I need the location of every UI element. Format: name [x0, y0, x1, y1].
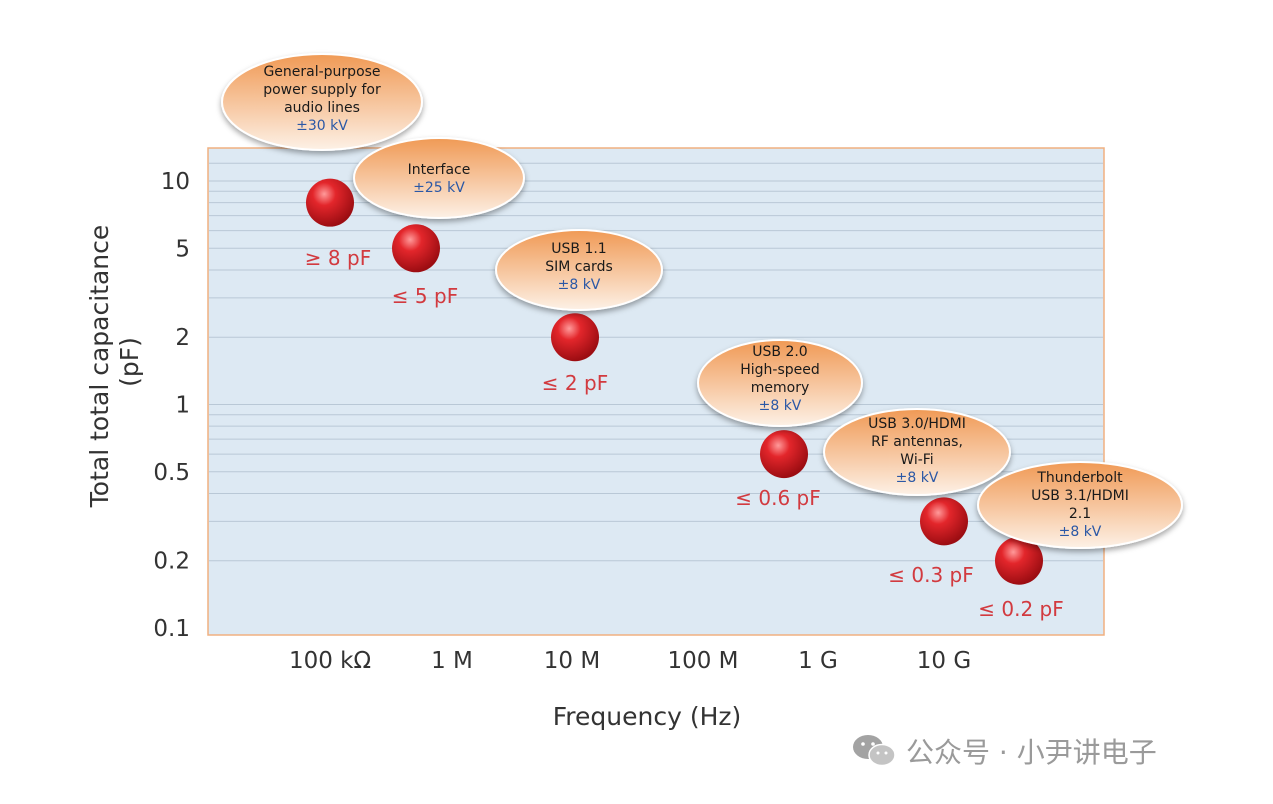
- data-point: [306, 178, 354, 227]
- bubble-category-text: High-speed: [740, 362, 820, 378]
- bubble-esd-rating: ±30 kV: [296, 118, 348, 134]
- annotation-bubble: Interface ±25 kV: [353, 137, 525, 219]
- y-tick-label: 10: [161, 169, 190, 195]
- data-point: [760, 430, 808, 479]
- annotation-bubble: USB 3.0/HDMI RF antennas, Wi-Fi ±8 kV: [823, 408, 1011, 496]
- data-label: ≤ 0.3 pF: [888, 563, 973, 587]
- bubble-category-text: RF antennas,: [871, 434, 963, 450]
- bubble-shape: [495, 229, 663, 311]
- data-label: ≥ 8 pF: [305, 246, 371, 270]
- data-label: ≤ 5 pF: [392, 284, 458, 308]
- data-point: [920, 497, 968, 546]
- data-label: ≤ 0.2 pF: [978, 597, 1063, 621]
- bubble-esd-rating: ±8 kV: [558, 277, 601, 293]
- annotation-bubble: USB 2.0 High-speed memory ±8 kV: [697, 339, 863, 427]
- bubble-esd-rating: ±25 kV: [413, 180, 465, 196]
- x-axis-ticks: 100 kΩ 1 M 10 M 100 M 1 G 10 G: [289, 648, 971, 674]
- data-point: [392, 224, 440, 273]
- bubble-shape: [823, 408, 1011, 496]
- annotation-bubble: Thunderbolt USB 3.1/HDMI 2.1 ±8 kV: [977, 461, 1183, 549]
- data-points: ≥ 8 pF General-purpose power supply for aud…: [221, 53, 1183, 621]
- watermark: 公众号 · 小尹讲电子: [852, 728, 1157, 774]
- data-point-group: ≤ 0.6 pF USB 2.0 High-speed memory ±8 kV: [697, 339, 863, 510]
- y-axis-ticks: 10 5 2 1 0.5 0.2 0.1: [153, 169, 190, 642]
- data-point: [551, 313, 599, 362]
- data-point-group: ≤ 0.2 pF Thunderbolt USB 3.1/HDMI 2.1 ±8 kV: [977, 461, 1183, 621]
- bubble-category-text: 2.1: [1069, 506, 1091, 522]
- x-tick-label: 1 M: [431, 648, 473, 674]
- data-point: [995, 536, 1043, 585]
- y-tick-label: 0.2: [153, 549, 190, 575]
- y-tick-label: 2: [175, 325, 190, 351]
- bubble-category-text: General-purpose: [263, 64, 380, 80]
- bubble-category-text: Wi-Fi: [900, 452, 933, 468]
- x-tick-label: 100 kΩ: [289, 648, 371, 674]
- y-tick-label: 0.1: [153, 616, 190, 642]
- bubble-category-text: memory: [751, 380, 810, 396]
- bubble-category-text: USB 3.0/HDMI: [868, 416, 966, 432]
- x-tick-label: 100 M: [667, 648, 738, 674]
- bubble-shape: [221, 53, 423, 151]
- data-point-group: ≤ 5 pF Interface ±25 kV: [353, 137, 525, 308]
- annotation-bubble: USB 1.1 SIM cards ±8 kV: [495, 229, 663, 311]
- bubble-shape: [977, 461, 1183, 549]
- x-axis-title: Frequency (Hz): [553, 702, 742, 731]
- bubble-shape: [353, 137, 525, 219]
- bubble-category-text: SIM cards: [545, 259, 613, 275]
- annotation-bubble: General-purpose power supply for audio lin…: [221, 53, 423, 151]
- y-axis-title-line2: (pF): [115, 337, 144, 387]
- bubble-esd-rating: ±8 kV: [896, 470, 939, 486]
- plot-area: [207, 147, 1105, 636]
- bubble-shape: [697, 339, 863, 427]
- bubble-esd-rating: ±8 kV: [759, 398, 802, 414]
- y-axis-title: Total total capacitance (pF): [85, 217, 144, 508]
- y-tick-label: 1: [175, 393, 190, 419]
- bubble-category-text: USB 3.1/HDMI: [1031, 488, 1129, 504]
- bubble-category-text: USB 2.0: [752, 344, 807, 360]
- bubble-category-text: Interface: [408, 162, 471, 178]
- bubble-category-text: USB 1.1: [551, 241, 606, 257]
- data-label: ≤ 0.6 pF: [735, 486, 820, 510]
- x-tick-label: 10 M: [544, 648, 600, 674]
- data-point-group: ≤ 2 pF USB 1.1 SIM cards ±8 kV: [495, 229, 663, 395]
- wechat-icon: [853, 735, 896, 767]
- bubble-category-text: power supply for: [263, 82, 381, 98]
- y-tick-label: 0.5: [153, 460, 190, 486]
- y-tick-label: 5: [175, 236, 190, 262]
- x-tick-label: 1 G: [798, 648, 838, 674]
- data-label: ≤ 2 pF: [542, 371, 608, 395]
- x-tick-label: 10 G: [917, 648, 971, 674]
- bubble-category-text: Thunderbolt: [1036, 470, 1123, 486]
- bubble-category-text: audio lines: [284, 100, 360, 116]
- watermark-text: 公众号 · 小尹讲电子: [906, 736, 1157, 769]
- y-axis-title-line1: Total total capacitance: [85, 225, 114, 508]
- bubble-esd-rating: ±8 kV: [1059, 524, 1102, 540]
- data-point-group: ≤ 0.3 pF USB 3.0/HDMI RF antennas, Wi-Fi ±8 …: [823, 408, 1011, 587]
- data-point-group: ≥ 8 pF General-purpose power supply for aud…: [221, 53, 423, 270]
